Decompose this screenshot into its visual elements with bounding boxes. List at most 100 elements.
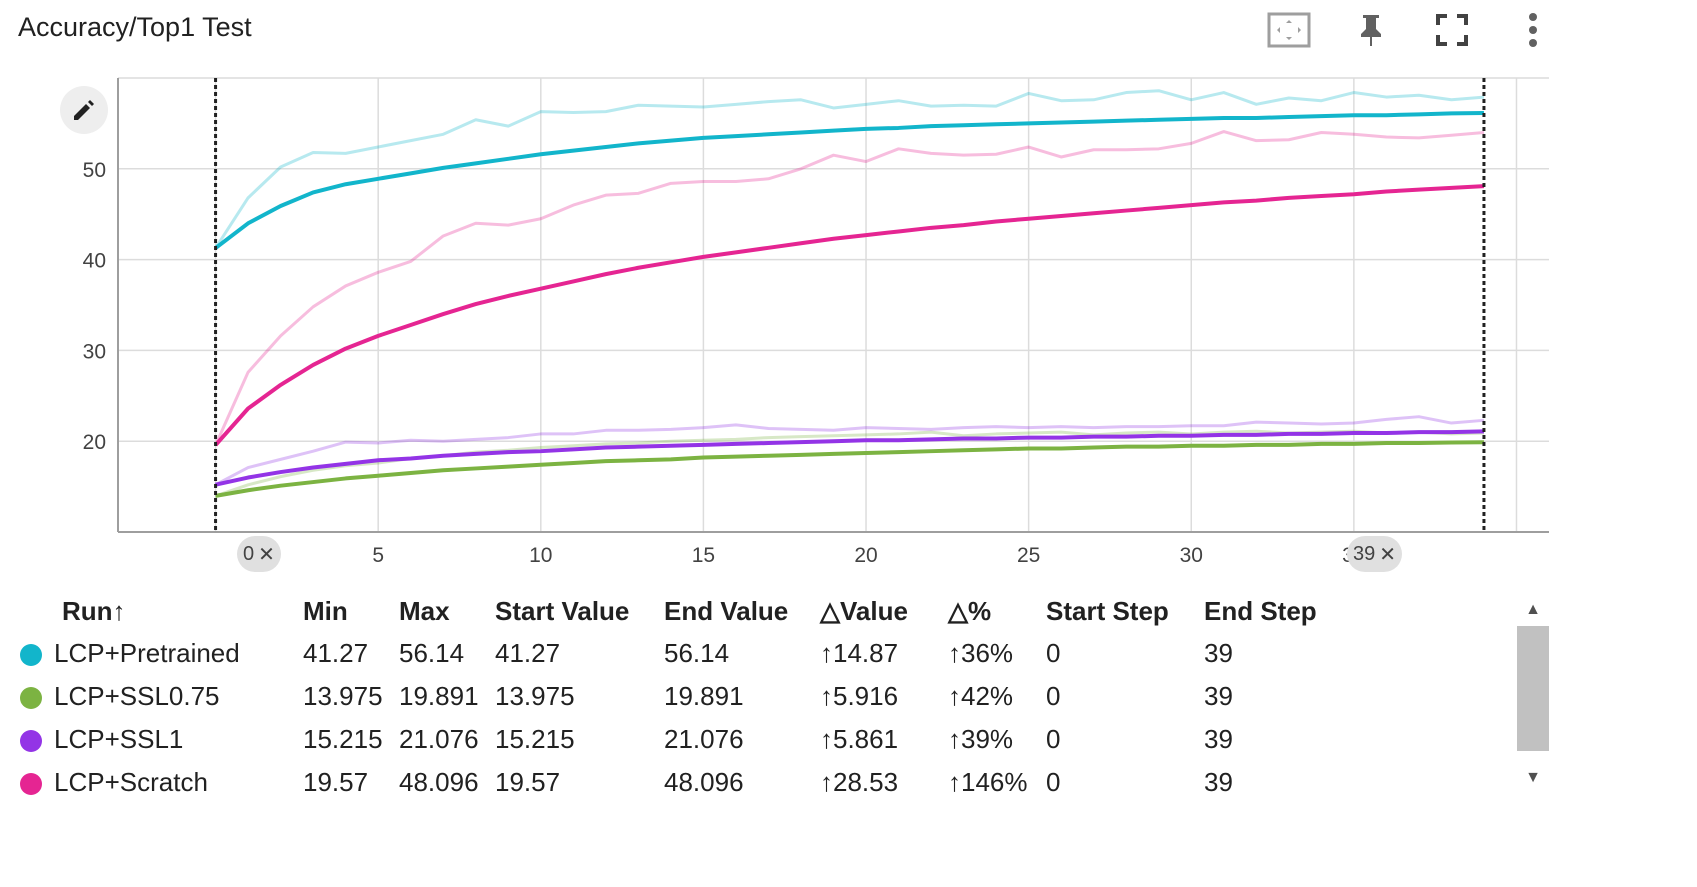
- delta-value-cell: ↑14.87: [820, 638, 899, 668]
- step-range-markers[interactable]: [214, 78, 1486, 532]
- delta-pct-cell: ↑42%: [948, 681, 1014, 711]
- chart-series: [214, 89, 1485, 498]
- y-tick-label: 20: [83, 431, 106, 454]
- pin-button[interactable]: [1349, 8, 1393, 52]
- start-value-cell: 19.57: [495, 767, 561, 797]
- delta-pct-cell: ↑36%: [948, 638, 1014, 668]
- series-raw-lcp-scratch: [214, 130, 1485, 446]
- run-color-icon: [20, 773, 42, 796]
- run-color-icon: [20, 687, 42, 710]
- chart-title: Accuracy/Top1 Test: [18, 12, 252, 42]
- end-step-chip[interactable]: 39 ✕: [1347, 536, 1403, 572]
- y-tick-label: 50: [83, 159, 106, 182]
- run-name: LCP+Scratch: [54, 767, 208, 797]
- start-step-label: 0: [243, 542, 255, 565]
- start-step-cell: 0: [1046, 681, 1061, 711]
- end-value-cell: 48.096: [664, 767, 744, 797]
- table-row[interactable]: LCP+Pretrained 41.27 56.14 41.27 56.14 ↑14.87…: [20, 632, 1350, 675]
- line-chart[interactable]: 203040505101520253035: [0, 70, 1697, 570]
- table-row[interactable]: LCP+Scratch 19.57 48.096 19.57 48.096 ↑28.53 ↑…: [20, 761, 1350, 804]
- min-cell: 13.975: [303, 681, 383, 711]
- x-tick-label: 5: [372, 544, 384, 567]
- table-header-row: Run↑ Min Max Start Value End Value △Valu…: [20, 590, 1350, 632]
- start-value-cell: 13.975: [495, 681, 575, 711]
- max-cell: 56.14: [399, 638, 465, 668]
- end-step-cell: 39: [1204, 681, 1233, 711]
- max-column-header[interactable]: Max: [399, 595, 450, 626]
- scrollbar-thumb[interactable]: [1517, 626, 1549, 751]
- min-cell: 15.215: [303, 724, 383, 754]
- x-tick-label: 30: [1180, 544, 1203, 567]
- x-tick-label: 20: [854, 544, 877, 567]
- run-name-cell: LCP+SSL1: [20, 718, 303, 761]
- min-cell: 41.27: [303, 638, 369, 668]
- end-step-cell: 39: [1204, 638, 1233, 668]
- series-raw-lcp-ssl1: [214, 415, 1485, 486]
- max-cell: 48.096: [399, 767, 479, 797]
- edit-button[interactable]: [60, 86, 108, 134]
- axis-ticks: 203040505101520253035: [83, 159, 1366, 567]
- end-value-cell: 56.14: [664, 638, 730, 668]
- x-tick-label: 25: [1017, 544, 1040, 567]
- scroll-up-icon[interactable]: ▲: [1525, 601, 1541, 618]
- start-step-cell: 0: [1046, 638, 1061, 668]
- table-row[interactable]: LCP+SSL1 15.215 21.076 15.215 21.076 ↑5.861 ↑3…: [20, 718, 1350, 761]
- end-step-close-icon[interactable]: ✕: [1379, 543, 1397, 566]
- series-line-lcp-ssl1: [215, 429, 1484, 487]
- table-row[interactable]: LCP+SSL0.75 13.975 19.891 13.975 19.891 ↑5.91…: [20, 675, 1350, 718]
- run-name-cell: LCP+SSL0.75: [20, 675, 303, 718]
- end-step-cell: 39: [1204, 767, 1233, 797]
- start-step-cell: 0: [1046, 767, 1061, 797]
- start-step-chip[interactable]: 0 ✕: [237, 536, 281, 572]
- start-value-column-header[interactable]: Start Value: [495, 595, 630, 626]
- start-step-cell: 0: [1046, 724, 1061, 754]
- fullscreen-button[interactable]: [1430, 8, 1474, 52]
- delta-value-cell: ↑5.916: [820, 681, 899, 711]
- series-line-lcp-scratch: [214, 184, 1485, 447]
- delta-value-cell: ↑5.861: [820, 724, 899, 754]
- series-line-lcp-pretrained: [214, 111, 1484, 250]
- start-value-cell: 15.215: [495, 724, 575, 754]
- fit-domain-button[interactable]: [1267, 8, 1311, 52]
- run-name: LCP+SSL0.75: [54, 681, 220, 711]
- run-name: LCP+Pretrained: [54, 638, 240, 668]
- chart-grid: [117, 77, 1549, 533]
- run-color-icon: [20, 644, 42, 667]
- pencil-icon: [74, 100, 94, 120]
- x-tick-label: 15: [692, 544, 715, 567]
- fullscreen-icon: [1436, 14, 1468, 46]
- end-step-label: 39: [1353, 542, 1376, 565]
- max-cell: 19.891: [399, 681, 479, 711]
- end-step-column-header[interactable]: End Step: [1204, 595, 1317, 626]
- more-options-button[interactable]: [1511, 8, 1555, 52]
- table-scrollbar[interactable]: ▲ ▼: [1517, 596, 1549, 796]
- min-cell: 19.57: [303, 767, 369, 797]
- end-value-column-header[interactable]: End Value: [664, 595, 789, 626]
- more-vert-icon: [1529, 13, 1537, 47]
- delta-pct-cell: ↑39%: [948, 724, 1014, 754]
- end-step-cell: 39: [1204, 724, 1233, 754]
- runs-table: Run↑ Min Max Start Value End Value △Valu…: [20, 590, 1350, 804]
- sort-ascending-icon: ↑: [112, 595, 126, 626]
- start-step-close-icon[interactable]: ✕: [258, 543, 275, 566]
- run-name-cell: LCP+Scratch: [20, 761, 303, 804]
- delta-icon: △: [948, 595, 968, 626]
- y-tick-label: 40: [83, 250, 106, 273]
- start-step-column-header[interactable]: Start Step: [1046, 595, 1169, 626]
- end-value-cell: 19.891: [664, 681, 744, 711]
- run-name-cell: LCP+Pretrained: [20, 632, 303, 675]
- series-raw-lcp-pretrained: [214, 89, 1485, 249]
- fit-domain-icon: [1267, 12, 1311, 48]
- delta-percent-column-header[interactable]: △%: [948, 595, 992, 626]
- scroll-down-icon[interactable]: ▼: [1525, 769, 1541, 786]
- run-name: LCP+SSL1: [54, 724, 184, 754]
- min-column-header[interactable]: Min: [303, 595, 348, 626]
- run-color-icon: [20, 730, 42, 753]
- start-value-cell: 41.27: [495, 638, 561, 668]
- delta-icon: △: [820, 595, 840, 626]
- series-line-lcp-ssl0-75: [215, 440, 1484, 498]
- delta-pct-cell: ↑146%: [948, 767, 1028, 797]
- run-column-header[interactable]: Run↑: [62, 595, 126, 626]
- delta-value-column-header[interactable]: △Value: [820, 595, 908, 626]
- delta-value-cell: ↑28.53: [820, 767, 899, 797]
